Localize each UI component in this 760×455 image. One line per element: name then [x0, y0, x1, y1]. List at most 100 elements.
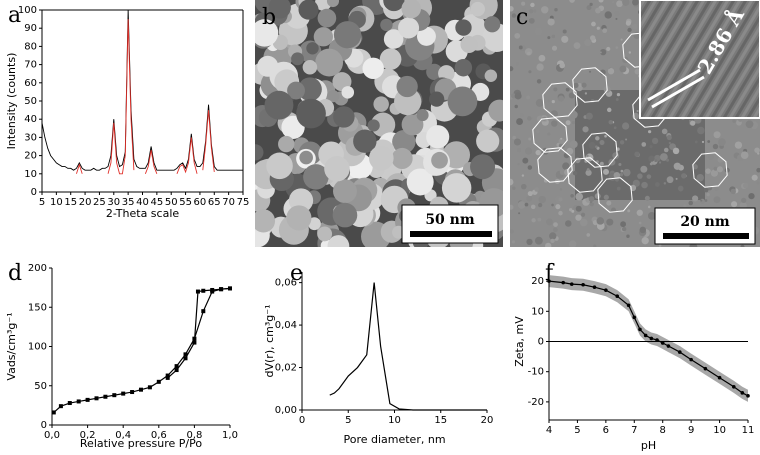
grain [700, 199, 703, 202]
grain [560, 137, 563, 140]
grain [599, 161, 604, 166]
grain [526, 238, 533, 246]
grain [575, 214, 582, 221]
grain [649, 145, 653, 149]
lattice-fringe [662, 0, 736, 118]
particle-outline [597, 177, 633, 213]
marker [717, 375, 722, 380]
grain [570, 193, 574, 198]
grain [619, 82, 623, 85]
y-tick-label: 10 [24, 169, 37, 180]
grain [530, 2, 535, 8]
marker [581, 282, 585, 287]
x-tick-label: 70 [222, 197, 235, 208]
grain [551, 34, 556, 39]
grain [535, 149, 541, 156]
grain [535, 129, 540, 134]
grain [524, 202, 529, 207]
grain [688, 200, 694, 206]
grain [675, 177, 678, 180]
grain [571, 121, 576, 125]
grain [526, 195, 533, 202]
x-tick-label: 35 [122, 197, 135, 208]
particle [291, 52, 304, 66]
x-tick-label: 7 [631, 425, 637, 436]
marker [112, 393, 117, 398]
lattice-fringe [674, 0, 748, 118]
grain [588, 141, 596, 149]
grain [585, 112, 593, 120]
particle [370, 112, 396, 137]
grain [541, 6, 549, 14]
grain [537, 202, 543, 208]
particle [317, 8, 337, 28]
grain [565, 220, 572, 227]
marker [201, 288, 206, 293]
grain [579, 218, 588, 227]
grain [648, 130, 652, 134]
x-tick-label: 11 [742, 425, 755, 436]
grain [573, 42, 581, 50]
particle [278, 135, 295, 153]
grain [558, 95, 565, 102]
grain [692, 164, 698, 170]
grain [571, 209, 575, 213]
grain [521, 174, 525, 177]
grain [596, 26, 600, 30]
lattice-fringe [734, 74, 760, 118]
marker [615, 294, 620, 299]
grain [641, 237, 649, 245]
particle [470, 154, 496, 180]
particle [455, 19, 472, 36]
grain [529, 9, 534, 14]
x-axis-label: 2-Theta scale [106, 207, 180, 220]
grain [620, 169, 624, 173]
grain [646, 174, 652, 179]
particle [454, 58, 473, 77]
grain [731, 201, 738, 208]
grain [681, 173, 687, 179]
grain [756, 181, 760, 185]
grain [625, 138, 628, 141]
grain [513, 138, 521, 146]
marker [195, 289, 200, 294]
grain [636, 209, 643, 216]
y-axis-label: Vads/cm³g⁻¹ [5, 312, 18, 380]
panel-letter: d [8, 261, 22, 286]
grain [743, 182, 749, 189]
grain [572, 170, 578, 176]
y-tick-label: 10 [531, 306, 544, 317]
lattice-fringe [692, 3, 760, 118]
y-axis-label: Zeta, mV [513, 316, 526, 367]
x-tick-label: 30 [107, 197, 120, 208]
grain [606, 107, 612, 113]
grain [538, 54, 546, 62]
marker [649, 336, 654, 341]
grain [510, 204, 514, 210]
grain [547, 99, 550, 103]
marker [632, 315, 637, 320]
grain [613, 171, 621, 179]
particle [379, 48, 402, 70]
marker [626, 303, 631, 308]
grain [634, 151, 640, 157]
data-line [176, 137, 198, 174]
grain [756, 167, 760, 173]
particle-outline [572, 67, 608, 103]
grain [559, 62, 566, 69]
grain [748, 192, 755, 200]
grain [524, 147, 533, 155]
particle [298, 0, 319, 20]
x-axis-label: Pore diameter, nm [343, 433, 445, 446]
particle [327, 235, 350, 247]
lattice-fringe [716, 44, 760, 118]
y-tick-label: 20 [24, 151, 37, 162]
marker [655, 338, 659, 342]
grain [569, 0, 575, 3]
grain [659, 153, 668, 161]
y-tick-label: 0 [31, 187, 37, 198]
grain [716, 166, 724, 173]
lattice-fringe [640, 0, 682, 71]
data-line [329, 282, 487, 411]
grain [569, 140, 578, 149]
